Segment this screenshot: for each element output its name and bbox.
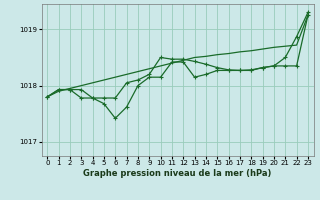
X-axis label: Graphe pression niveau de la mer (hPa): Graphe pression niveau de la mer (hPa) — [84, 169, 272, 178]
